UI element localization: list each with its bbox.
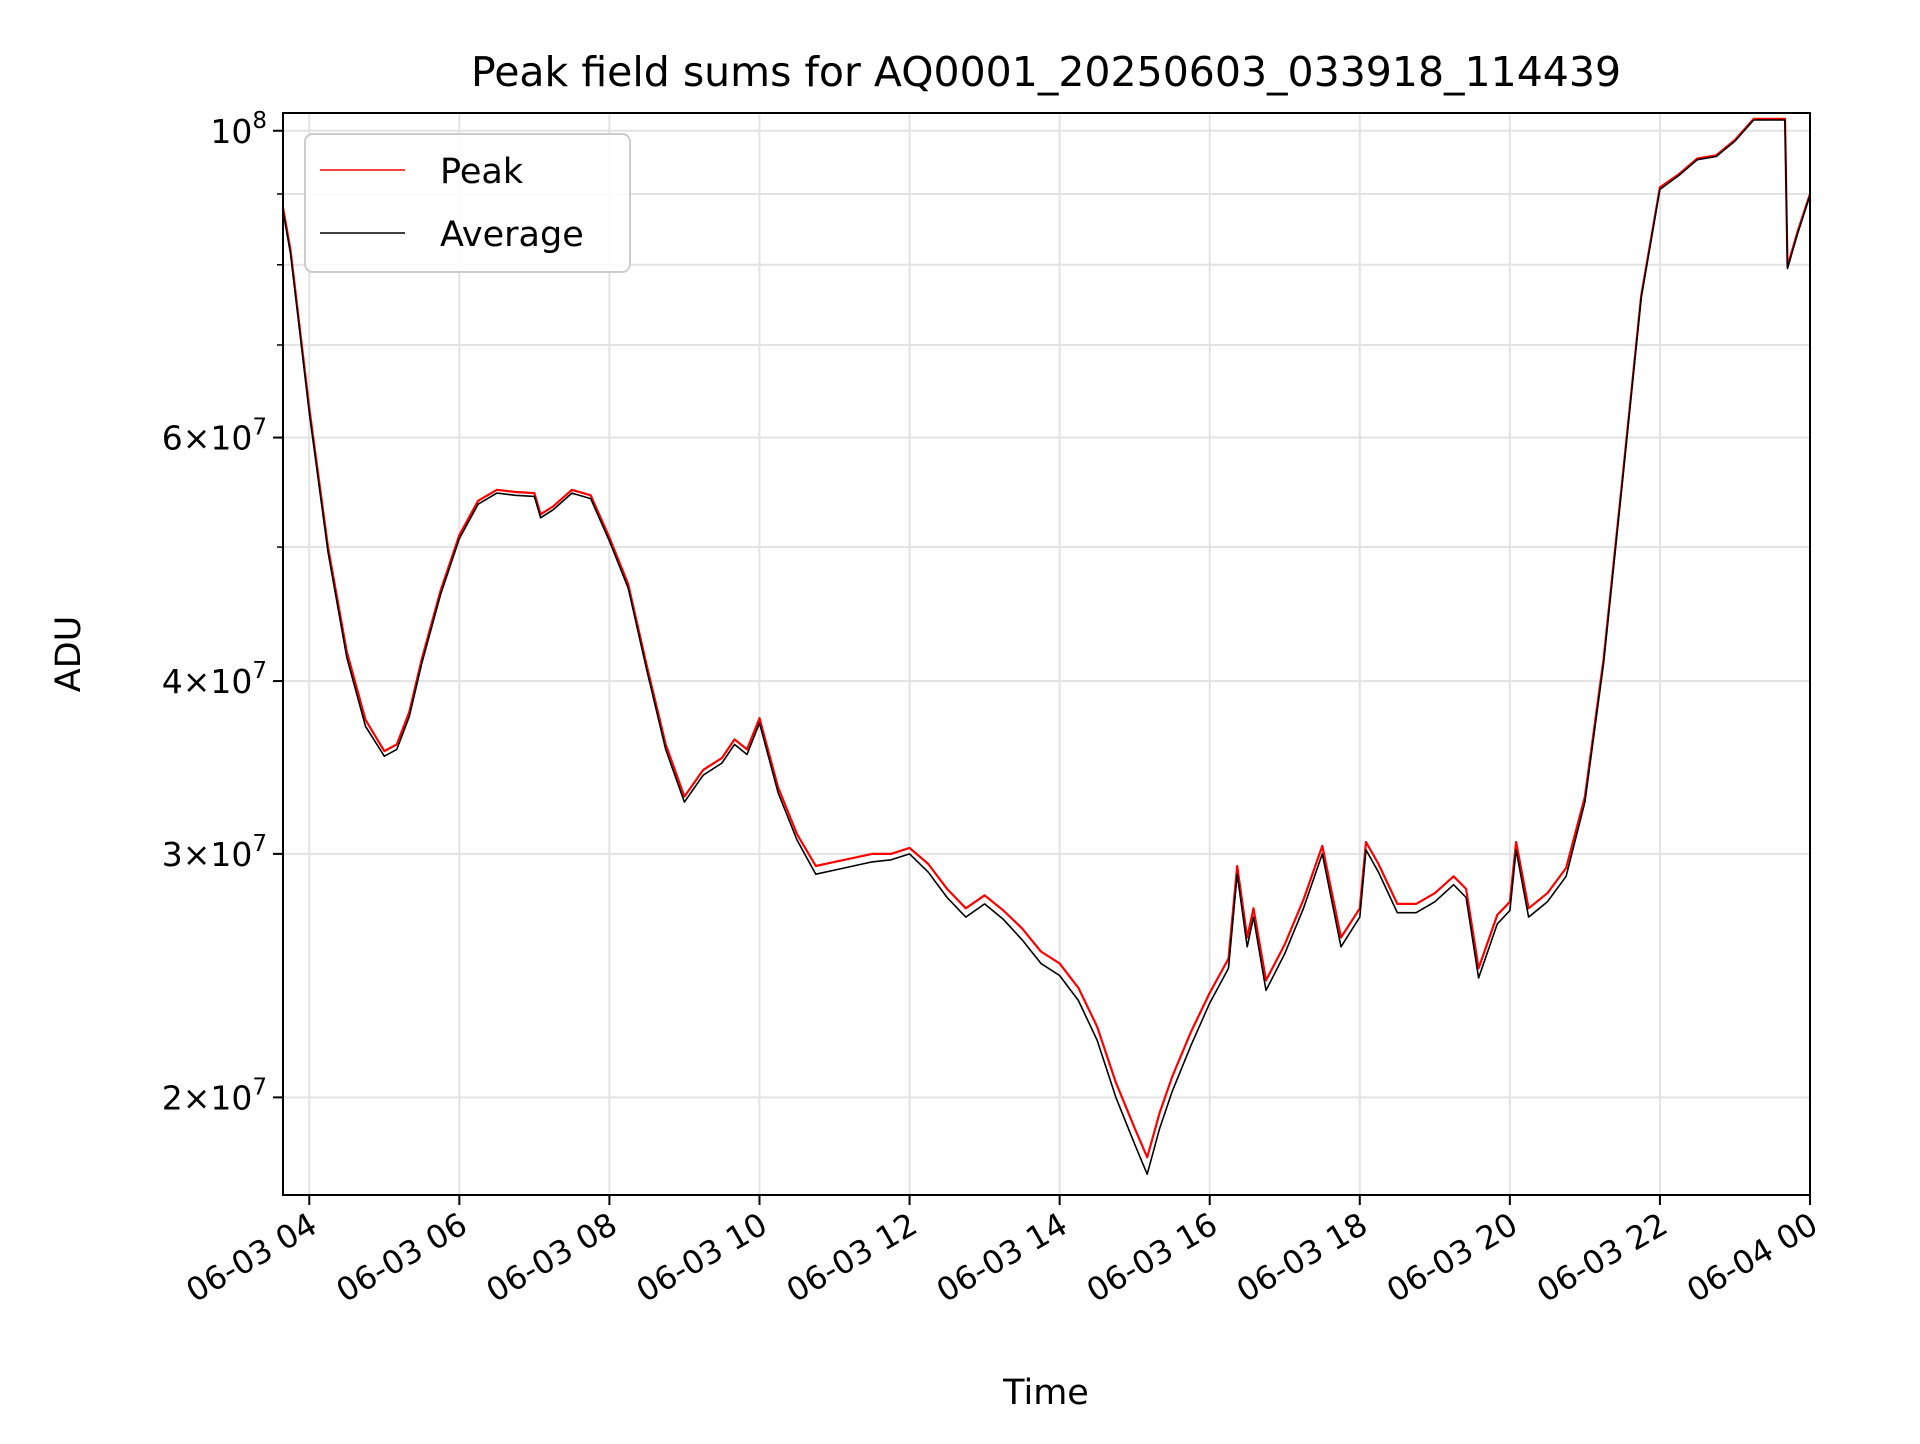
series-line-average xyxy=(282,119,1811,1175)
y-tick-label: 6×107 xyxy=(162,415,267,458)
series-line-peak xyxy=(281,117,1812,1159)
y-tick-label: 4×107 xyxy=(162,658,267,701)
legend-box xyxy=(304,133,631,273)
y-tick-label: 3×107 xyxy=(162,831,267,874)
x-axis-label: Time xyxy=(1002,1373,1089,1413)
y-tick-label: 108 xyxy=(210,108,267,151)
legend: Peak Average xyxy=(304,133,631,273)
axes-frame xyxy=(282,112,1811,1196)
y-axis-label: ADU xyxy=(49,616,89,693)
y-tick-label: 2×107 xyxy=(162,1074,267,1117)
legend-label-peak: Peak xyxy=(440,152,524,192)
series-layer xyxy=(281,117,1812,1175)
chart-title: Peak field sums for AQ0001_20250603_0339… xyxy=(471,48,1621,96)
legend-label-average: Average xyxy=(440,215,584,255)
